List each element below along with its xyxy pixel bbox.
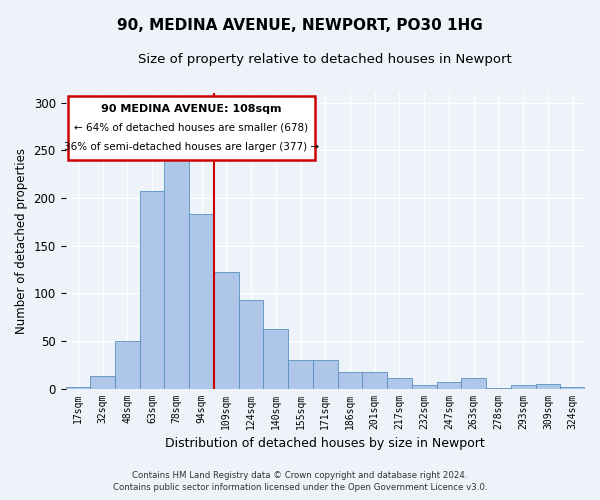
Bar — [387, 378, 412, 388]
Text: 90, MEDINA AVENUE, NEWPORT, PO30 1HG: 90, MEDINA AVENUE, NEWPORT, PO30 1HG — [117, 18, 483, 32]
X-axis label: Distribution of detached houses by size in Newport: Distribution of detached houses by size … — [166, 437, 485, 450]
Y-axis label: Number of detached properties: Number of detached properties — [15, 148, 28, 334]
Bar — [90, 376, 115, 388]
Bar — [263, 328, 288, 388]
Bar — [140, 191, 164, 388]
Bar — [65, 386, 90, 388]
Text: Contains HM Land Registry data © Crown copyright and database right 2024.
Contai: Contains HM Land Registry data © Crown c… — [113, 471, 487, 492]
Text: 90 MEDINA AVENUE: 108sqm: 90 MEDINA AVENUE: 108sqm — [101, 104, 282, 114]
FancyBboxPatch shape — [68, 96, 315, 160]
Bar — [362, 372, 387, 388]
Title: Size of property relative to detached houses in Newport: Size of property relative to detached ho… — [139, 52, 512, 66]
Text: 36% of semi-detached houses are larger (377) →: 36% of semi-detached houses are larger (… — [64, 142, 319, 152]
Bar — [560, 386, 585, 388]
Bar — [536, 384, 560, 388]
Bar — [511, 384, 536, 388]
Bar — [239, 300, 263, 388]
Bar — [189, 214, 214, 388]
Bar — [214, 272, 239, 388]
Text: ← 64% of detached houses are smaller (678): ← 64% of detached houses are smaller (67… — [74, 123, 308, 133]
Bar — [338, 372, 362, 388]
Bar — [288, 360, 313, 388]
Bar — [437, 382, 461, 388]
Bar — [115, 341, 140, 388]
Bar — [313, 360, 338, 388]
Bar — [412, 384, 437, 388]
Bar — [164, 160, 189, 388]
Bar — [461, 378, 486, 388]
